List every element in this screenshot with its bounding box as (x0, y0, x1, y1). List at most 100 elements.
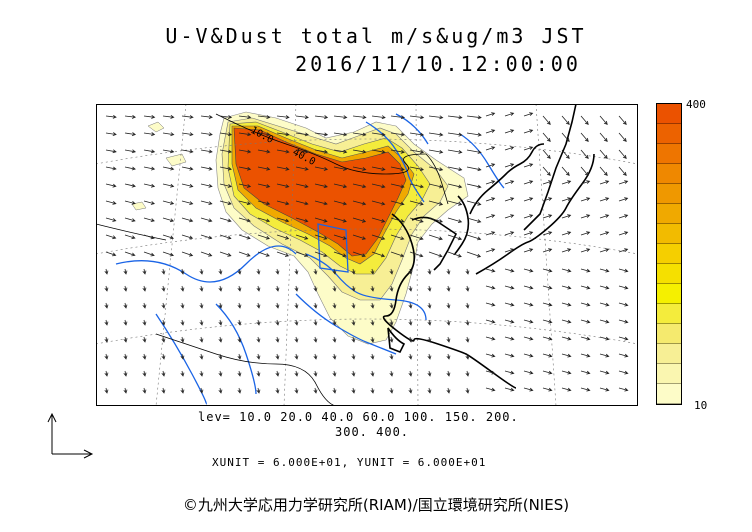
wind-vector (161, 353, 166, 360)
wind-vector (313, 370, 318, 377)
wind-vector (124, 132, 137, 137)
wind-vector (561, 197, 572, 202)
wind-vector (143, 200, 156, 205)
colorbar-band (657, 304, 681, 324)
wind-vector (523, 248, 534, 253)
dust-patch-nw (131, 121, 187, 211)
wind-vector (389, 370, 394, 377)
wind-vector (123, 302, 128, 309)
wind-vector (504, 112, 515, 117)
wind-vector (542, 370, 553, 375)
wind-vector (561, 248, 572, 253)
wind-vector (504, 370, 515, 375)
wind-vector (275, 370, 280, 377)
wind-vector (219, 251, 232, 257)
wind-vector (370, 387, 375, 394)
wind-vector (237, 268, 242, 275)
wind-vector (124, 251, 136, 257)
wind-vector (105, 217, 117, 222)
wind-vector (180, 387, 185, 394)
wind-vector (447, 183, 463, 189)
wind-vector (275, 302, 280, 309)
wind-vector (142, 353, 147, 360)
wind-vector (351, 302, 356, 309)
wind-vector (124, 149, 137, 154)
wind-vector (389, 302, 394, 309)
wind-vector (599, 353, 610, 358)
wind-vector (371, 251, 386, 258)
wind-vector (295, 217, 309, 223)
wind-vector (428, 149, 444, 154)
wind-vector (295, 251, 309, 257)
colorbar-band (657, 324, 681, 344)
wind-vector (618, 149, 627, 160)
wind-vector (200, 183, 213, 188)
wind-vector (295, 132, 309, 137)
wind-vector (104, 336, 109, 343)
wind-vector (123, 319, 128, 326)
wind-vector (162, 114, 175, 119)
wind-vector (389, 319, 394, 326)
wind-vector (257, 251, 270, 257)
dust-plume (131, 111, 469, 345)
wind-vector (580, 231, 591, 236)
wind-vector (143, 114, 156, 119)
wind-vector (332, 353, 337, 360)
wind-vector (447, 217, 463, 223)
wind-vector (218, 387, 223, 394)
wind-vector (580, 285, 591, 290)
wind-vector (142, 285, 147, 292)
wind-vector (504, 336, 515, 341)
dust-layer-400 (233, 127, 407, 257)
wind-vector (295, 183, 309, 189)
wind-vector (181, 200, 194, 205)
wind-vector (485, 319, 496, 324)
wind-vector (123, 268, 128, 275)
wind-vector (618, 132, 627, 143)
colorbar-min-label: 10 (694, 399, 708, 412)
wind-vector (542, 231, 553, 236)
wind-vector (409, 234, 424, 241)
wind-vector (276, 183, 290, 188)
wind-vector (238, 200, 252, 206)
wind-vector (485, 197, 496, 202)
wind-vector (162, 132, 175, 137)
wind-vector (313, 268, 318, 275)
wind-vector (181, 149, 194, 154)
wind-vector (180, 319, 185, 326)
wind-vector (238, 115, 252, 119)
wind-vector (161, 268, 166, 275)
wind-vector (390, 166, 405, 171)
wind-vector (408, 387, 413, 394)
wind-vector (446, 285, 451, 292)
wind-vector (599, 285, 610, 290)
wind-vector (599, 268, 610, 273)
wind-vector (295, 200, 309, 206)
wind-vector (351, 319, 356, 326)
wind-vector (218, 353, 223, 360)
colorbar (656, 103, 682, 405)
wind-vector (257, 132, 271, 137)
wind-vector (237, 370, 242, 377)
wind-vector (180, 268, 185, 275)
wind-vector (523, 231, 534, 236)
wind-vector (561, 353, 572, 358)
wind-vector (504, 197, 515, 202)
wind-vector (618, 302, 629, 307)
wind-vector (162, 217, 175, 223)
wind-vector (105, 234, 117, 240)
colorbar-band (657, 104, 681, 124)
wind-vector (427, 302, 432, 309)
wind-vector (238, 234, 251, 240)
wind-vector (580, 180, 591, 185)
wind-vector (313, 387, 318, 394)
wind-vector (162, 200, 175, 205)
wind-vector (427, 285, 432, 292)
wind-vector (447, 251, 462, 258)
wind-vector (143, 166, 156, 171)
wind-vector (523, 370, 534, 375)
wind-vector (352, 115, 367, 120)
wind-vector (180, 285, 185, 292)
wind-vector (618, 231, 629, 236)
wind-vector (161, 370, 166, 377)
